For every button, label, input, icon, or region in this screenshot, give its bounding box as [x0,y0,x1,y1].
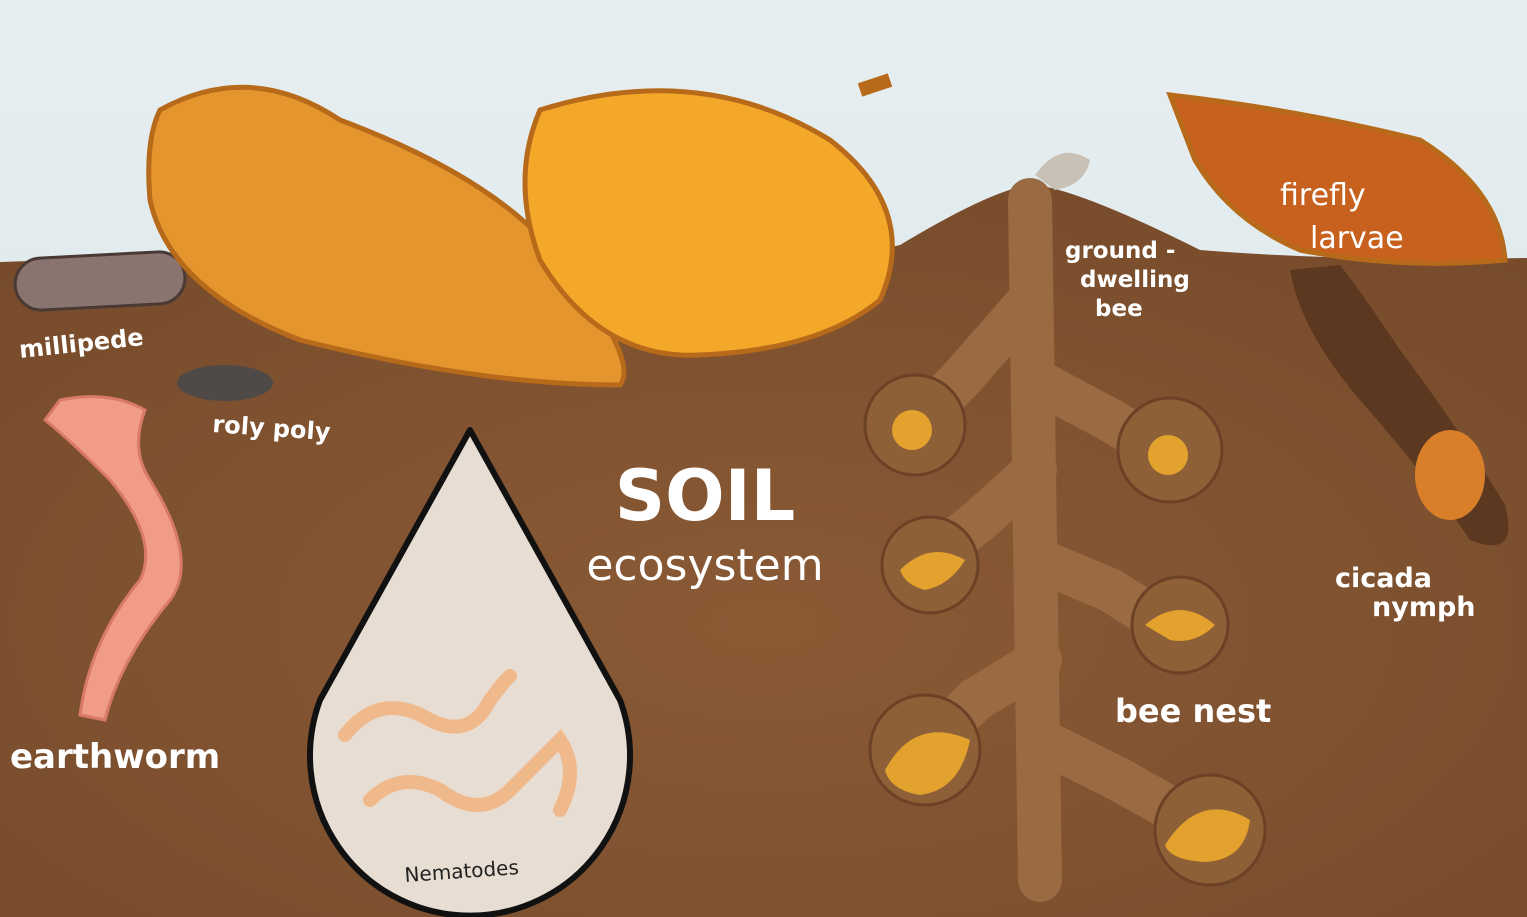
cicada-nymph-body [1415,430,1485,520]
illustration: millipede roly poly earthworm Nematodes … [0,0,1527,917]
roly-poly-body [177,365,273,401]
earthworm-label: earthworm [10,737,220,777]
label-line: nymph [1372,592,1476,623]
subtitle: ecosystem [586,540,823,591]
label-line: bee [1095,296,1143,322]
label-line: ground - [1065,238,1175,264]
millipede-body [14,251,186,312]
label-line: larvae [1310,221,1404,256]
bee-nest-label: bee nest [1115,692,1271,730]
label-line: dwelling [1080,267,1190,293]
page: millipede roly poly earthworm Nematodes … [0,0,1527,917]
label-line: cicada [1335,563,1432,594]
label-line: firefly [1280,178,1366,213]
title: SOIL [615,455,796,537]
